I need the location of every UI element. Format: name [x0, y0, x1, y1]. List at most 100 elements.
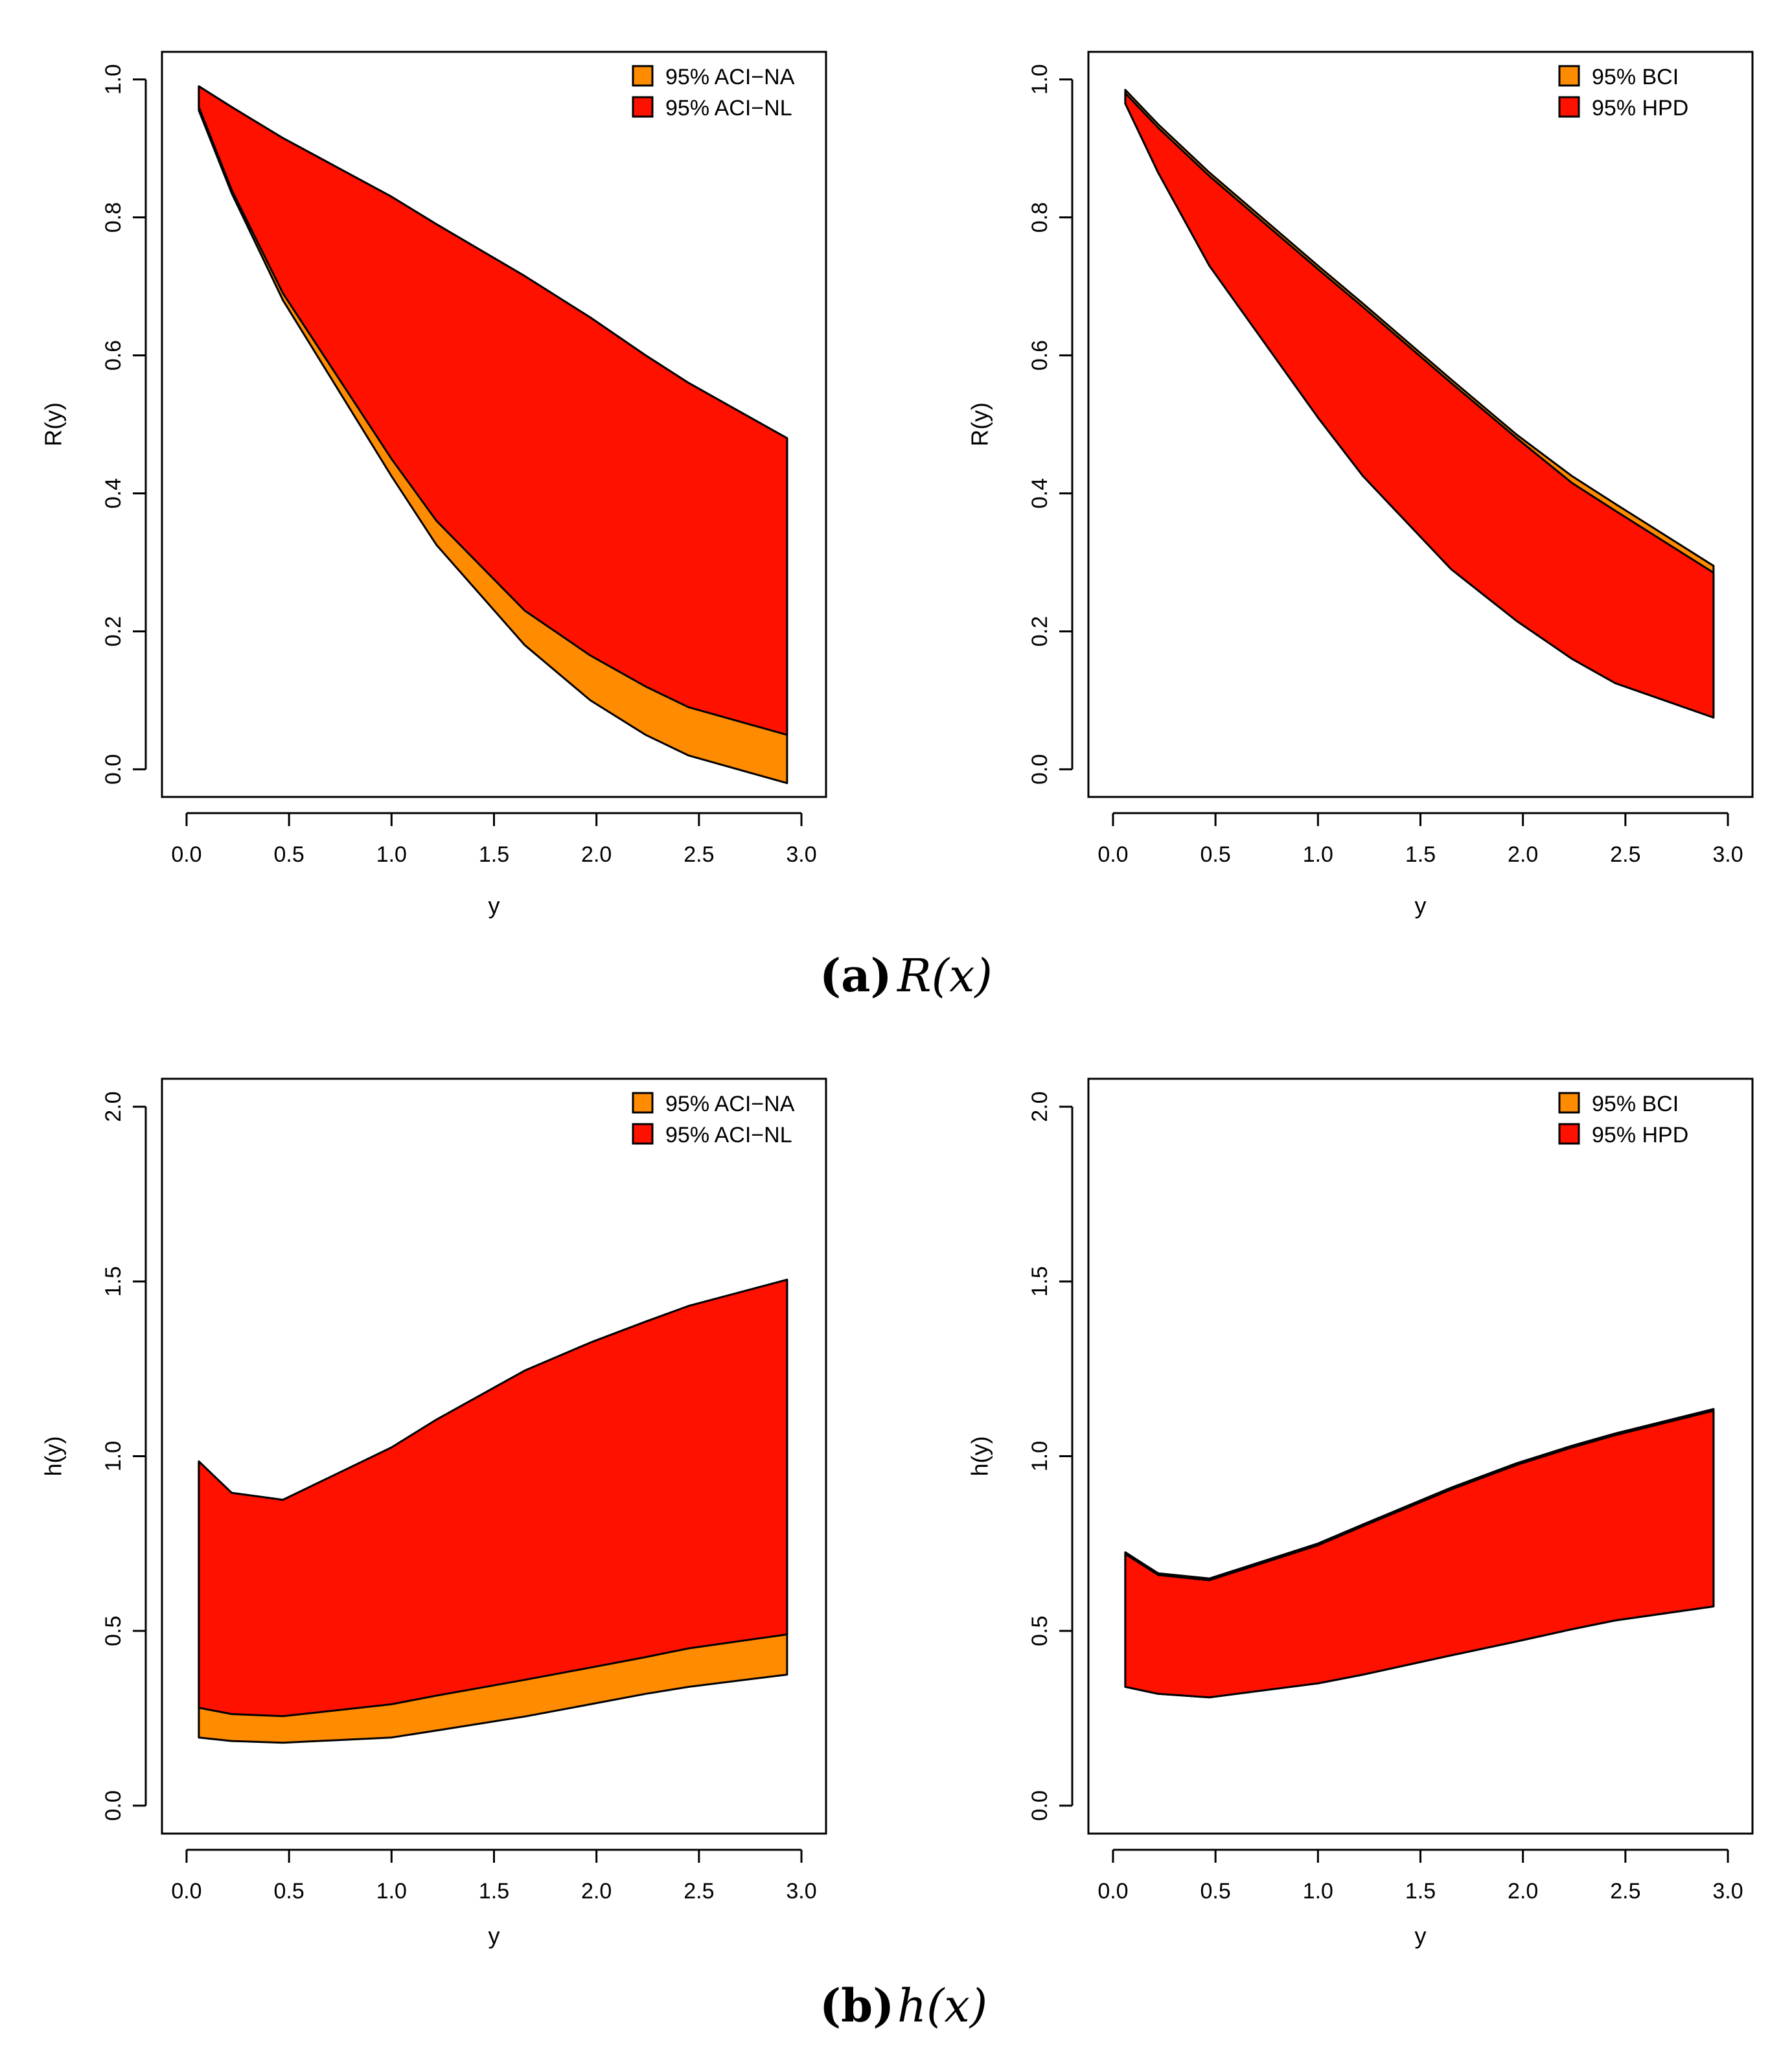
- y-tick-label: 0.0: [1028, 1790, 1052, 1821]
- x-tick-label: 0.5: [1200, 842, 1231, 867]
- legend: 95% ACI−NA 95% ACI−NL: [632, 1092, 795, 1147]
- x-tick-label: 0.0: [1097, 1879, 1128, 1904]
- x-axis: 0.0 0.5 1.0 1.5 2.0 2.5 3.0: [171, 1848, 817, 1904]
- y-tick-label: 0.2: [1028, 616, 1052, 647]
- y-tick-label: 0.0: [1028, 754, 1052, 785]
- legend: 95% BCI 95% HPD: [1558, 1092, 1688, 1147]
- legend-label: 95% ACI−NA: [665, 65, 795, 89]
- legend-label: 95% BCI: [1592, 65, 1679, 89]
- x-tick-label: 0.5: [274, 1879, 304, 1904]
- y-axis-title: R(y): [40, 402, 67, 446]
- y-axis: 0.0 0.2 0.4 0.6 0.8 1.0: [101, 64, 147, 785]
- x-axis: 0.0 0.5 1.0 1.5 2.0 2.5 3.0: [1097, 812, 1743, 867]
- plot-frame: [1087, 1077, 1754, 1835]
- x-axis-title: y: [1415, 1922, 1427, 1949]
- x-tick-label: 0.5: [274, 842, 304, 867]
- x-tick-label: 3.0: [1712, 842, 1743, 867]
- legend-swatch: [1558, 65, 1580, 87]
- caption-a-label: (a): [820, 949, 892, 1002]
- x-axis: 0.0 0.5 1.0 1.5 2.0 2.5 3.0: [1097, 1848, 1743, 1904]
- panel-h-aci: 0.0 0.5 1.0 1.5 2.0 2.5 3.0 y 0.0 0.5 1.0 1.5 2.0 h(y…: [40, 1077, 827, 1949]
- caption-b-expr: h(x): [897, 1979, 987, 2033]
- y-tick-label: 2.0: [1028, 1092, 1052, 1122]
- legend-swatch: [632, 65, 654, 87]
- y-tick-label: 1.0: [101, 64, 126, 95]
- x-tick-label: 2.0: [1508, 842, 1538, 867]
- y-tick-label: 0.6: [1028, 340, 1052, 371]
- x-tick-label: 0.0: [1097, 842, 1128, 867]
- legend-label: 95% ACI−NA: [665, 1092, 795, 1116]
- legend-label: 95% HPD: [1592, 1123, 1688, 1147]
- y-tick-label: 0.0: [101, 754, 126, 785]
- panel-r-bayes: 0.0 0.5 1.0 1.5 2.0 2.5 3.0 y 0.0 0.2 0.4 0.6 0.8 1.0…: [967, 51, 1754, 919]
- x-tick-label: 2.0: [581, 1879, 612, 1904]
- x-tick-label: 0.5: [1200, 1879, 1231, 1904]
- band-inner: [1124, 1409, 1715, 1699]
- x-tick-label: 2.5: [1610, 1879, 1640, 1904]
- legend-swatch: [1558, 96, 1580, 118]
- x-tick-label: 2.0: [581, 842, 612, 867]
- legend-swatch: [632, 1123, 654, 1145]
- band-inner: [198, 1278, 788, 1718]
- x-axis-title: y: [1415, 892, 1427, 919]
- legend-swatch: [632, 96, 654, 118]
- y-tick-label: 1.0: [1028, 1441, 1052, 1471]
- legend-swatch: [1558, 1123, 1580, 1145]
- y-tick-label: 0.4: [101, 478, 126, 509]
- x-tick-label: 3.0: [786, 1879, 816, 1904]
- legend-label: 95% ACI−NL: [665, 96, 792, 121]
- caption-a: (a) R(x): [820, 949, 993, 1002]
- y-tick-label: 2.0: [101, 1092, 126, 1122]
- y-axis-title: R(y): [967, 402, 993, 446]
- legend-label: 95% ACI−NL: [665, 1123, 792, 1147]
- caption-b: (b) h(x): [820, 1979, 987, 2033]
- y-axis: 0.0 0.2 0.4 0.6 0.8 1.0: [1028, 64, 1074, 785]
- x-tick-label: 1.0: [376, 842, 407, 867]
- x-tick-label: 1.0: [1303, 842, 1333, 867]
- x-axis-title: y: [488, 892, 500, 919]
- plot-frame: [161, 51, 827, 798]
- y-tick-label: 0.2: [101, 616, 126, 647]
- legend: 95% ACI−NA 95% ACI−NL: [632, 65, 795, 121]
- plot-frame: [1087, 51, 1754, 798]
- x-tick-label: 0.0: [171, 1879, 201, 1904]
- x-tick-label: 1.5: [479, 842, 509, 867]
- y-tick-label: 1.5: [101, 1266, 126, 1296]
- x-tick-label: 1.0: [1303, 1879, 1333, 1904]
- y-tick-label: 1.0: [1028, 64, 1052, 95]
- x-tick-label: 1.0: [376, 1879, 407, 1904]
- y-tick-label: 0.5: [101, 1616, 126, 1646]
- y-tick-label: 0.5: [1028, 1616, 1052, 1646]
- x-tick-label: 1.5: [479, 1879, 509, 1904]
- band-inner: [198, 85, 788, 736]
- x-tick-label: 1.5: [1405, 842, 1436, 867]
- y-tick-label: 0.0: [101, 1790, 126, 1821]
- y-axis: 0.0 0.5 1.0 1.5 2.0: [101, 1092, 147, 1821]
- x-tick-label: 3.0: [786, 842, 816, 867]
- y-tick-label: 0.6: [101, 340, 126, 371]
- legend-label: 95% BCI: [1592, 1092, 1679, 1116]
- y-tick-label: 0.8: [1028, 202, 1052, 233]
- legend-label: 95% HPD: [1592, 96, 1688, 121]
- y-tick-label: 0.8: [101, 202, 126, 233]
- y-axis-title: h(y): [40, 1436, 67, 1477]
- y-axis-title: h(y): [967, 1436, 993, 1477]
- x-tick-label: 3.0: [1712, 1879, 1743, 1904]
- x-axis: 0.0 0.5 1.0 1.5 2.0 2.5 3.0: [171, 812, 817, 867]
- caption-a-expr: R(x): [896, 949, 993, 1002]
- x-tick-label: 0.0: [171, 842, 201, 867]
- x-axis-title: y: [488, 1922, 500, 1949]
- plot-frame: [161, 1077, 827, 1835]
- panel-h-bayes: 0.0 0.5 1.0 1.5 2.0 2.5 3.0 y 0.0 0.5 1.0 1.5 2.0 h(y…: [967, 1077, 1754, 1949]
- x-tick-label: 2.5: [1610, 842, 1640, 867]
- x-tick-label: 1.5: [1405, 1879, 1436, 1904]
- caption-b-label: (b): [820, 1979, 894, 2033]
- legend: 95% BCI 95% HPD: [1558, 65, 1688, 121]
- y-tick-label: 0.4: [1028, 478, 1052, 509]
- y-axis: 0.0 0.5 1.0 1.5 2.0: [1028, 1092, 1074, 1821]
- legend-swatch: [1558, 1092, 1580, 1114]
- y-tick-label: 1.5: [1028, 1266, 1052, 1296]
- legend-swatch: [632, 1092, 654, 1114]
- y-tick-label: 1.0: [101, 1441, 126, 1471]
